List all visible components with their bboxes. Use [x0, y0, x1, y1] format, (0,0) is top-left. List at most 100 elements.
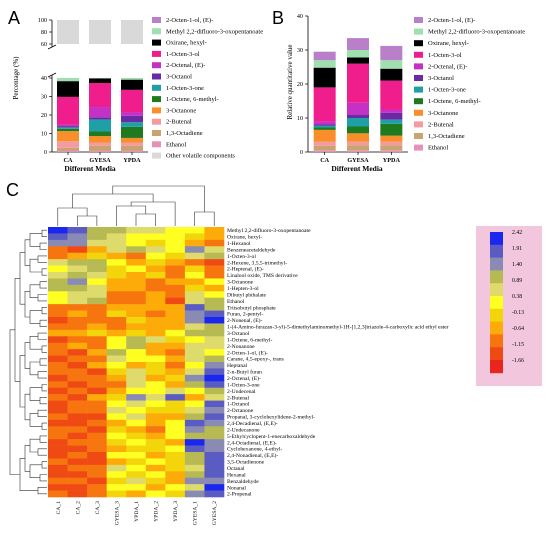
dendrogram-branch [38, 487, 47, 493]
heatmap-cell-ypda-3-29 [165, 407, 185, 414]
heatmap-cell-ca-1-30 [48, 413, 68, 420]
panel-a-legend-label-2-octen-1-ol-e: 2-Octen-1-ol, (E)- [166, 17, 213, 24]
color-scale-tick-label: -0.13 [512, 310, 524, 316]
panel-b-bar-ypda-3-octanone [380, 136, 402, 142]
heatmap-cell-ypda-1-31 [126, 420, 146, 427]
heatmap-cell-ypda-1-40 [126, 478, 146, 485]
panel-b-bar-ca-ethanol [314, 150, 336, 152]
heatmap-cell-ca-1-16 [48, 323, 68, 330]
panel-a-bar-gyesa-ethanol [89, 151, 111, 152]
panel-a-legend-label-oxirane-hexyl: Oxirane, hexyl- [166, 40, 207, 47]
heatmap-cell-gyesa-1-25 [185, 381, 205, 388]
heatmap-cell-gyesa-1-36 [185, 452, 205, 459]
heatmap-column-dendrogram [58, 186, 214, 226]
heatmap-cell-ypda-3-13 [165, 304, 185, 311]
heatmap-cell-ca-1-4 [48, 246, 68, 253]
panel-b-ytick-label: 20 [297, 81, 303, 88]
heatmap-cells [48, 227, 224, 497]
panel-a-legend-swatch-oxirane-hexyl [152, 40, 161, 46]
heatmap-cell-ca-3-7 [87, 266, 107, 273]
panel-b-bar-ca-oxirane-hexyl [314, 68, 336, 88]
heatmap-cell-gyesa-2-10 [204, 285, 224, 292]
heatmap-cell-ypda-2-31 [146, 420, 166, 427]
panel-b-legend-label-2-octenal-e: 2-Octenal, (E)- [428, 63, 467, 70]
color-scale-swatch [490, 296, 503, 309]
heatmap-cell-gyesa-1-28 [185, 401, 205, 408]
heatmap-cell-gyesa-3-10 [107, 285, 127, 292]
panel-b-legend-label-3-octanone: 3-Octanone [428, 110, 458, 117]
heatmap-cell-ypda-3-4 [165, 246, 185, 253]
heatmap-cell-gyesa-1-6 [185, 259, 205, 266]
heatmap-cell-ca-2-30 [68, 413, 88, 420]
heatmap-cell-ca-2-18 [68, 336, 88, 343]
heatmap-cell-ypda-2-17 [146, 330, 166, 337]
panel-b-bar-ca-3-octanone [314, 130, 336, 142]
panel-a-legend-label-3-octanol: 3-Octanol [166, 74, 192, 81]
heatmap-cell-ca-2-6 [68, 259, 88, 266]
panel-a-legend-swatch-ethanol [152, 141, 161, 147]
heatmap-cell-gyesa-1-26 [185, 388, 205, 395]
heatmap-row-label: Furan, 2-pentyl- [227, 312, 263, 318]
color-scale-tick-label: -1.15 [512, 342, 524, 348]
panel-b: B Relative quantitative value 010203040 … [272, 8, 525, 173]
heatmap-row-label: 1-Octen-3-ol [227, 254, 256, 260]
heatmap-row-label: Dibutyl phthalate [227, 292, 267, 298]
heatmap-cell-gyesa-3-7 [107, 266, 127, 273]
panel-a-bar-ca-oxirane-hexyl [57, 81, 79, 97]
dendrogram-branch [15, 278, 20, 381]
panel-a-bar-ca-methyl-2-2-difluoro-3-oxopentanoate [57, 78, 79, 81]
panel-a-bar-ypda-1-octene-6-methyl [121, 127, 143, 138]
panel-b-legend-label-1-3-octadiene: 1,3-Octadiene [428, 133, 465, 140]
heatmap-cell-ypda-2-1 [146, 227, 166, 234]
heatmap-cell-ca-2-35 [68, 446, 88, 453]
heatmap-row-label: 2-n-Butyl furan [227, 369, 262, 376]
heatmap-cell-ca-3-23 [87, 368, 107, 375]
heatmap-cell-ypda-1-8 [126, 272, 146, 279]
heatmap-cell-gyesa-3-29 [107, 407, 127, 414]
dendrogram-branch [195, 212, 215, 226]
heatmap-cell-ca-1-37 [48, 458, 68, 465]
heatmap-cell-ypda-2-22 [146, 362, 166, 369]
heatmap-cell-gyesa-3-3 [107, 240, 127, 247]
panel-a-bar-ca-1-octen-3-ol [57, 97, 79, 125]
heatmap-cell-ca-1-26 [48, 388, 68, 395]
heatmap-cell-gyesa-3-8 [107, 272, 127, 279]
heatmap-cell-gyesa-1-4 [185, 246, 205, 253]
heatmap-cell-gyesa-3-21 [107, 356, 127, 363]
panel-b-bar-gyesa-oxirane-hexyl [347, 57, 369, 63]
heatmap-cell-gyesa-3-41 [107, 484, 127, 491]
panel-b-bar-gyesa-3-octanol [347, 115, 369, 118]
heatmap-row-label: 2,4-Nonadienal, (E,E)- [227, 452, 278, 459]
panel-b-bar-ca-2-octen-1-ol-e [314, 52, 336, 61]
dendrogram-branch [113, 186, 205, 212]
heatmap-cell-ypda-1-7 [126, 266, 146, 273]
heatmap-cell-ca-1-1 [48, 227, 68, 234]
panel-a-legend-label-2-octenal-e: 2-Octenal, (E)- [166, 62, 205, 69]
panel-b-legend-label-2-octen-1-ol-e: 2-Octen-1-ol, (E)- [428, 17, 475, 24]
heatmap-cell-ypda-2-28 [146, 401, 166, 408]
heatmap-cell-gyesa-2-33 [204, 433, 224, 440]
dendrogram-branch [58, 208, 87, 226]
heatmap-cell-ypda-3-22 [165, 362, 185, 369]
heatmap-cell-gyesa-2-9 [204, 278, 224, 285]
heatmap-cell-ca-3-31 [87, 420, 107, 427]
heatmap-cell-ca-2-25 [68, 381, 88, 388]
panel-a-bar-ypda-methyl-2-2-difluoro-3-oxopentanoate [121, 78, 143, 80]
dendrogram-branch [25, 240, 30, 266]
heatmap-cell-gyesa-3-23 [107, 368, 127, 375]
panel-a-bar-ypda-1-3-octadiene [121, 146, 143, 151]
heatmap-cell-gyesa-3-18 [107, 336, 127, 343]
panel-b-xlabel: Different Media [331, 164, 383, 173]
panel-a-bar-ypda-1-octen-3-ol [121, 90, 143, 112]
panel-a-bar-ypda-ethanol [121, 151, 143, 152]
heatmap-cell-ca-2-3 [68, 240, 88, 247]
heatmap-cell-ypda-2-40 [146, 478, 166, 485]
heatmap-cell-ca-3-21 [87, 356, 107, 363]
heatmap-cell-ypda-2-7 [146, 266, 166, 273]
heatmap-cell-ca-3-6 [87, 259, 107, 266]
color-scale-tick-label: -0.64 [512, 326, 524, 332]
dendrogram-branch [25, 291, 30, 317]
heatmap-cell-ca-2-21 [68, 356, 88, 363]
panel-a-bar-gyesa-other-volatile-components [89, 20, 111, 44]
